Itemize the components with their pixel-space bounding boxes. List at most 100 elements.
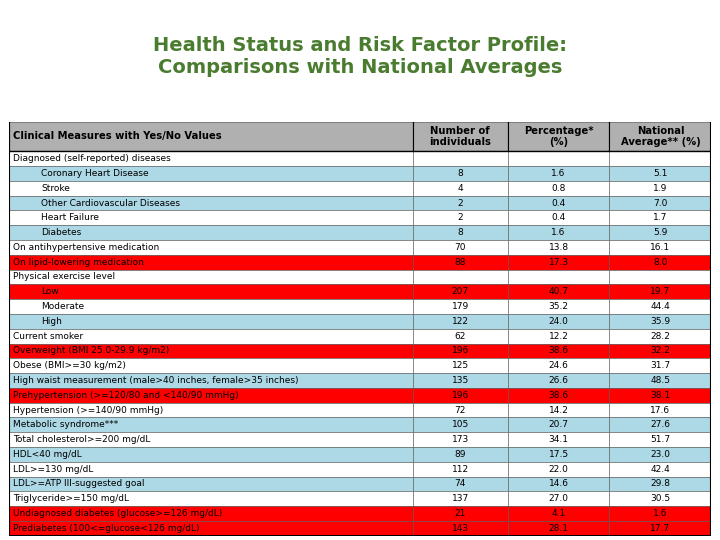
Bar: [413, 299, 508, 314]
Text: 19.7: 19.7: [650, 287, 670, 296]
Bar: [9, 506, 413, 521]
Text: Obese (BMI>=30 kg/m2): Obese (BMI>=30 kg/m2): [13, 361, 126, 370]
Text: 26.6: 26.6: [549, 376, 569, 385]
Bar: [508, 403, 609, 417]
Text: 1.7: 1.7: [653, 213, 667, 222]
Bar: [413, 491, 508, 506]
Bar: [508, 225, 609, 240]
Text: 17.5: 17.5: [549, 450, 569, 459]
Text: Diabetes: Diabetes: [41, 228, 81, 237]
Text: Current smoker: Current smoker: [13, 332, 83, 341]
Bar: [609, 195, 711, 211]
Bar: [609, 269, 711, 285]
Bar: [413, 343, 508, 358]
Bar: [9, 329, 413, 343]
Bar: [609, 151, 711, 166]
Text: 31.7: 31.7: [650, 361, 670, 370]
Text: 21: 21: [454, 509, 466, 518]
Text: 8: 8: [457, 169, 463, 178]
Bar: [9, 314, 413, 329]
Text: 28.2: 28.2: [650, 332, 670, 341]
Bar: [9, 462, 413, 476]
Text: Diagnosed (self-reported) diseases: Diagnosed (self-reported) diseases: [13, 154, 171, 163]
Text: 35.2: 35.2: [549, 302, 569, 311]
Bar: [508, 269, 609, 285]
Text: 20.7: 20.7: [549, 420, 569, 429]
Bar: [609, 240, 711, 255]
Text: Number of
individuals: Number of individuals: [429, 126, 491, 147]
Bar: [508, 285, 609, 299]
Text: 4: 4: [457, 184, 463, 193]
Text: LDL>=130 mg/dL: LDL>=130 mg/dL: [13, 464, 93, 474]
Bar: [9, 432, 413, 447]
Bar: [609, 166, 711, 181]
Bar: [413, 195, 508, 211]
Bar: [413, 181, 508, 195]
Bar: [413, 225, 508, 240]
Text: 27.6: 27.6: [650, 420, 670, 429]
Text: 17.6: 17.6: [650, 406, 670, 415]
Text: HDL<40 mg/dL: HDL<40 mg/dL: [13, 450, 81, 459]
Text: 0.8: 0.8: [552, 184, 566, 193]
Bar: [413, 403, 508, 417]
Bar: [508, 240, 609, 255]
Bar: [413, 476, 508, 491]
Bar: [508, 166, 609, 181]
Text: Stroke: Stroke: [41, 184, 70, 193]
Bar: [9, 476, 413, 491]
Text: 17.3: 17.3: [549, 258, 569, 267]
Bar: [9, 240, 413, 255]
Text: 2: 2: [457, 199, 463, 207]
Text: 38.1: 38.1: [650, 391, 670, 400]
Bar: [508, 388, 609, 403]
Bar: [413, 211, 508, 225]
Text: 1.6: 1.6: [552, 169, 566, 178]
Text: Triglyceride>=150 mg/dL: Triglyceride>=150 mg/dL: [13, 494, 129, 503]
Text: Moderate: Moderate: [41, 302, 84, 311]
Bar: [413, 521, 508, 536]
Bar: [609, 417, 711, 432]
Text: 38.6: 38.6: [549, 391, 569, 400]
Text: 137: 137: [451, 494, 469, 503]
Text: High waist measurement (male>40 inches, female>35 inches): High waist measurement (male>40 inches, …: [13, 376, 298, 385]
Bar: [508, 476, 609, 491]
Text: Total cholesterol>=200 mg/dL: Total cholesterol>=200 mg/dL: [13, 435, 150, 444]
Text: 29.8: 29.8: [650, 480, 670, 489]
Bar: [9, 358, 413, 373]
Bar: [413, 358, 508, 373]
Bar: [609, 211, 711, 225]
Bar: [508, 314, 609, 329]
Bar: [9, 491, 413, 506]
Text: 143: 143: [451, 524, 469, 533]
Text: 125: 125: [451, 361, 469, 370]
Bar: [413, 462, 508, 476]
Bar: [609, 476, 711, 491]
Bar: [609, 403, 711, 417]
Text: 5.1: 5.1: [653, 169, 667, 178]
Text: 70: 70: [454, 243, 466, 252]
Bar: [508, 211, 609, 225]
Bar: [413, 151, 508, 166]
Bar: [508, 151, 609, 166]
Bar: [609, 521, 711, 536]
Text: 112: 112: [451, 464, 469, 474]
Text: 16.1: 16.1: [650, 243, 670, 252]
Text: 1.6: 1.6: [552, 228, 566, 237]
Bar: [508, 373, 609, 388]
Bar: [609, 181, 711, 195]
Text: Metabolic syndrome***: Metabolic syndrome***: [13, 420, 118, 429]
Bar: [413, 285, 508, 299]
Text: 4.1: 4.1: [552, 509, 566, 518]
Text: 74: 74: [454, 480, 466, 489]
Bar: [508, 491, 609, 506]
Bar: [9, 151, 413, 166]
Bar: [508, 417, 609, 432]
Bar: [609, 506, 711, 521]
Text: 34.1: 34.1: [549, 435, 569, 444]
Bar: [508, 299, 609, 314]
Text: 22.0: 22.0: [549, 464, 569, 474]
Text: LDL>=ATP III-suggested goal: LDL>=ATP III-suggested goal: [13, 480, 144, 489]
Text: 48.5: 48.5: [650, 376, 670, 385]
Text: 23.0: 23.0: [650, 450, 670, 459]
Text: 35.9: 35.9: [650, 317, 670, 326]
